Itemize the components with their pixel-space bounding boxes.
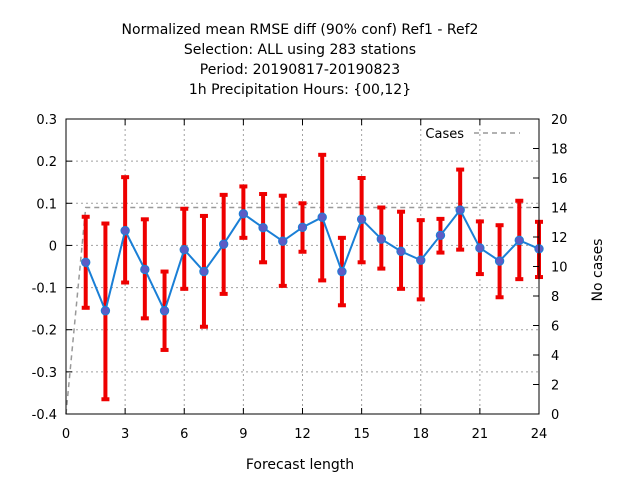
y-tick-label: 0 xyxy=(49,239,57,254)
rmse-line xyxy=(86,210,539,311)
y2-tick-label: 4 xyxy=(551,349,559,364)
data-point xyxy=(318,213,326,221)
y2-tick-label: 2 xyxy=(551,379,559,394)
data-point xyxy=(200,267,208,275)
y-tick-label: 0.1 xyxy=(36,197,57,212)
y-tick-label: -0.1 xyxy=(32,282,57,297)
chart-title-line-4: 1h Precipitation Hours: {00,12} xyxy=(189,82,411,98)
x-tick-label: 6 xyxy=(180,427,188,442)
error-bars xyxy=(82,155,543,399)
y-tick-label: -0.2 xyxy=(32,324,57,339)
x-tick-label: 15 xyxy=(353,427,370,442)
x-tick-label: 21 xyxy=(472,427,489,442)
legend-label: Cases xyxy=(425,127,464,142)
data-point xyxy=(436,231,444,239)
x-tick-label: 9 xyxy=(239,427,247,442)
y2-tick-label: 12 xyxy=(551,231,568,246)
data-point xyxy=(476,244,484,252)
data-point xyxy=(141,265,149,273)
y2-tick-label: 8 xyxy=(551,290,559,305)
rmse-series xyxy=(82,206,544,315)
y2-tick-label: 20 xyxy=(551,113,568,128)
data-point xyxy=(515,236,523,244)
y-tick-label: 0.2 xyxy=(36,155,57,170)
y2-tick-label: 6 xyxy=(551,320,559,335)
data-point xyxy=(417,256,425,264)
y-tick-label: -0.4 xyxy=(32,408,57,423)
y2-tick-label: 16 xyxy=(551,172,568,187)
x-axis-label: Forecast length xyxy=(246,457,354,473)
data-point xyxy=(82,258,90,266)
y2-axis-label: No cases xyxy=(590,239,606,302)
data-point xyxy=(160,307,168,315)
y-tick-label: -0.3 xyxy=(32,366,57,381)
chart-title-line-3: Period: 20190817-20190823 xyxy=(200,62,400,78)
x-tick-label: 24 xyxy=(531,427,548,442)
data-point xyxy=(397,247,405,255)
y2-tick-label: 0 xyxy=(551,408,559,423)
data-point xyxy=(495,257,503,265)
data-point xyxy=(377,235,385,243)
grid xyxy=(66,119,539,414)
data-point xyxy=(101,307,109,315)
chart-title-line-1: Normalized mean RMSE diff (90% conf) Ref… xyxy=(122,22,479,38)
data-point xyxy=(357,215,365,223)
data-point xyxy=(456,206,464,214)
data-point xyxy=(298,223,306,231)
data-point xyxy=(121,226,129,234)
x-tick-label: 12 xyxy=(294,427,311,442)
data-point xyxy=(279,237,287,245)
data-point xyxy=(180,245,188,253)
y2-tick-label: 14 xyxy=(551,202,568,217)
data-point xyxy=(259,224,267,232)
data-point xyxy=(239,210,247,218)
y2-tick-label: 10 xyxy=(551,261,568,276)
chart-title-line-2: Selection: ALL using 283 stations xyxy=(184,42,416,58)
data-point xyxy=(338,267,346,275)
x-tick-label: 0 xyxy=(62,427,70,442)
data-point xyxy=(219,240,227,248)
x-tick-label: 18 xyxy=(412,427,429,442)
y-tick-label: 0.3 xyxy=(36,113,57,128)
y2-tick-label: 18 xyxy=(551,143,568,158)
x-tick-label: 3 xyxy=(121,427,129,442)
